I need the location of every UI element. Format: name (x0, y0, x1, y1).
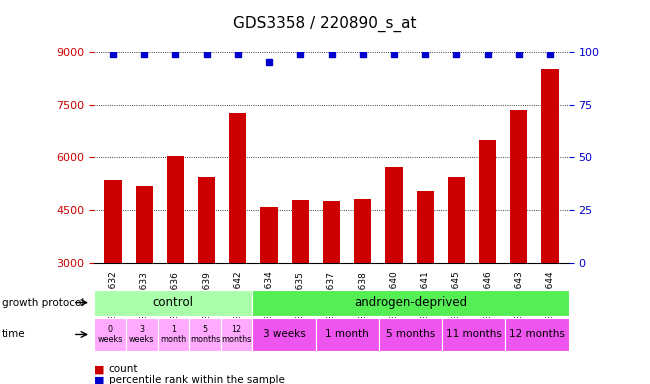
Bar (292, 200, 309, 263)
Text: 0
weeks: 0 weeks (98, 325, 123, 344)
Bar (261, 207, 278, 263)
Text: 3
weeks: 3 weeks (129, 325, 155, 344)
Text: 5
months: 5 months (190, 325, 220, 344)
Bar (229, 113, 246, 263)
Text: growth protocol: growth protocol (2, 298, 84, 308)
Text: 1 month: 1 month (326, 329, 369, 339)
Bar (198, 177, 215, 263)
Text: time: time (2, 329, 25, 339)
Bar (541, 70, 558, 263)
Bar (136, 185, 153, 263)
Text: 3 weeks: 3 weeks (263, 329, 306, 339)
Text: 12 months: 12 months (509, 329, 565, 339)
Text: 12
months: 12 months (222, 325, 252, 344)
Bar (354, 199, 371, 263)
Text: GDS3358 / 220890_s_at: GDS3358 / 220890_s_at (233, 15, 417, 31)
Text: control: control (153, 296, 194, 309)
Text: 11 months: 11 months (446, 329, 502, 339)
Text: percentile rank within the sample: percentile rank within the sample (109, 375, 285, 384)
Bar (385, 167, 402, 263)
Bar (417, 191, 434, 263)
Text: ■: ■ (94, 364, 105, 374)
Text: androgen-deprived: androgen-deprived (354, 296, 467, 309)
Bar (105, 180, 122, 263)
Bar (167, 156, 184, 263)
Bar (323, 202, 340, 263)
Text: count: count (109, 364, 138, 374)
Text: 5 months: 5 months (386, 329, 436, 339)
Bar (510, 110, 527, 263)
Text: 1
month: 1 month (161, 325, 187, 344)
Bar (448, 177, 465, 263)
Bar (479, 140, 496, 263)
Text: ■: ■ (94, 375, 105, 384)
